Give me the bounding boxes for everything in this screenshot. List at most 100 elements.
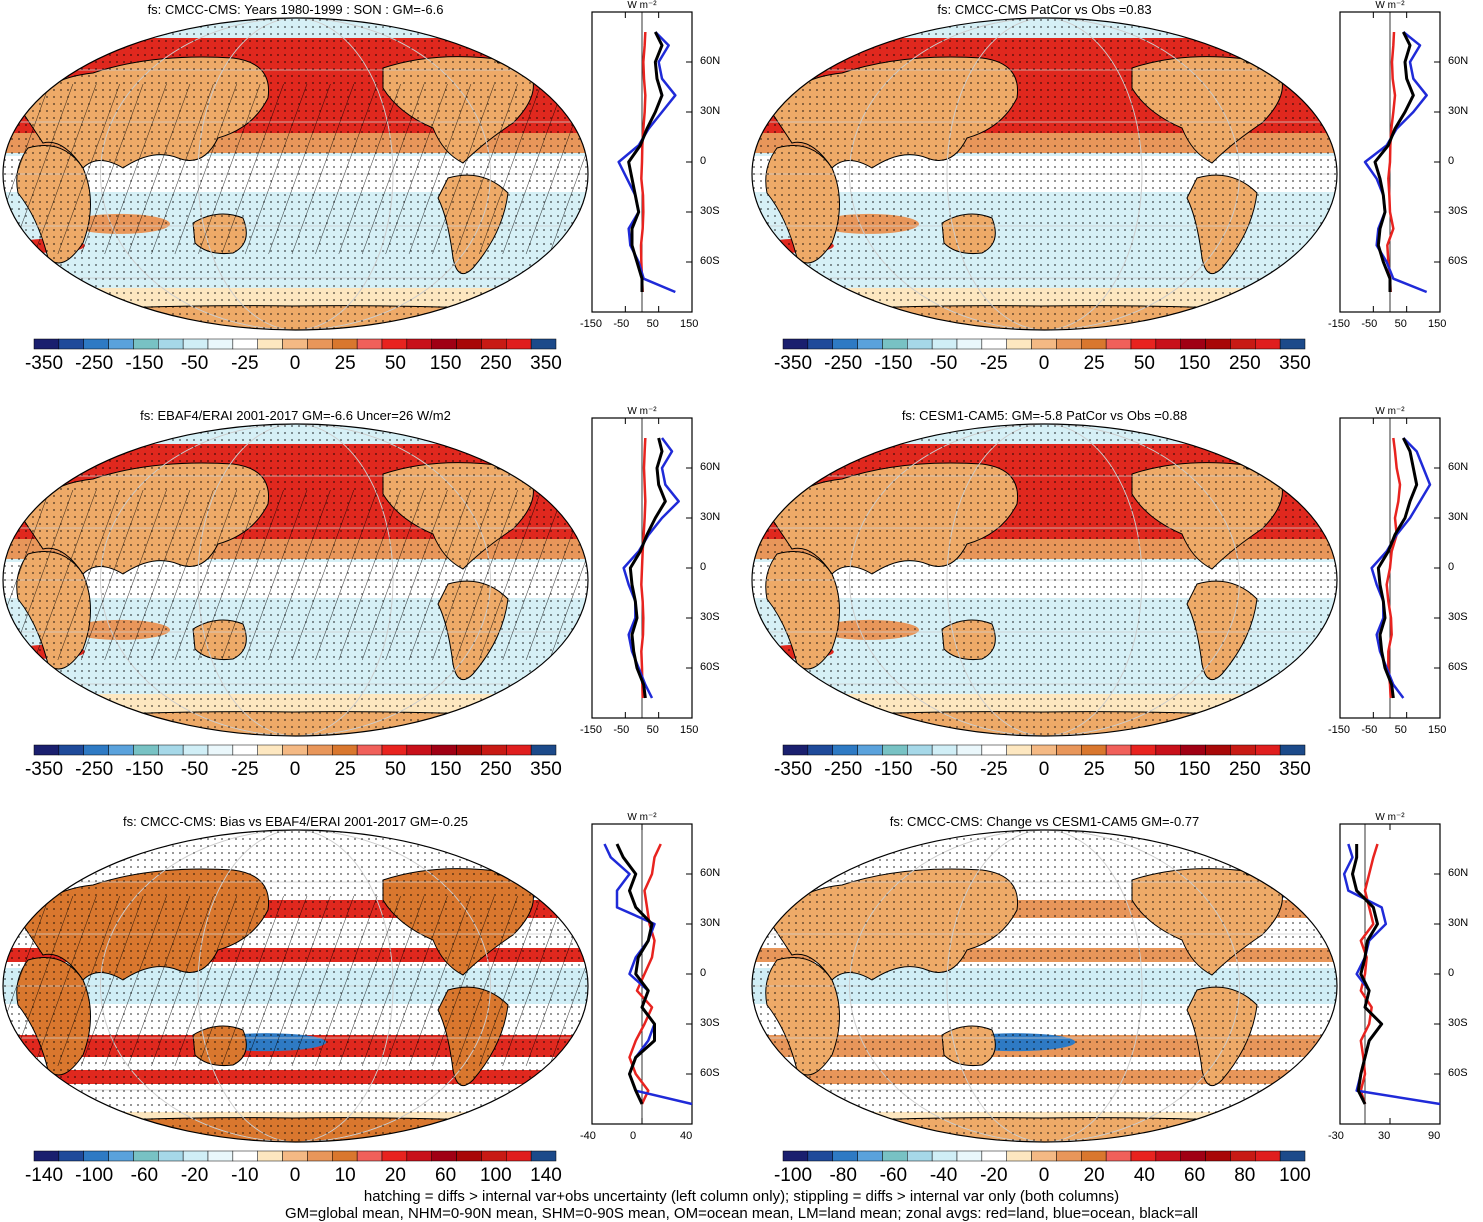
colorbar-swatch (1230, 1150, 1256, 1162)
zonal-average-plot (1339, 11, 1441, 313)
zonal-lat-label: 30S (700, 1017, 720, 1029)
zonal-lat-label: 0 (1448, 561, 1455, 573)
colorbar-label: 0 (289, 1165, 301, 1186)
colorbar-swatch (1130, 1150, 1157, 1162)
colorbar-swatch (257, 1150, 283, 1162)
colorbar-swatch (1230, 338, 1256, 350)
colorbar-label: -350 (24, 353, 64, 374)
zonal-line-land (640, 437, 647, 699)
colorbar-label: 0 (1038, 1165, 1050, 1186)
zonal-lat-label: 60N (700, 55, 721, 67)
zonal-lat-label: 60N (1448, 55, 1469, 67)
colorbar-label: 40 (1133, 1165, 1155, 1186)
colorbar-swatch (83, 338, 109, 350)
colorbar-swatch (431, 338, 457, 350)
zonal-line-land (639, 31, 647, 293)
colorbar-swatch (1031, 744, 1057, 756)
colorbar-label: 10 (334, 1165, 356, 1186)
colorbar-swatch (857, 338, 883, 350)
panel-title: fs: CESM1-CAM5: GM=-5.8 PatCor vs Obs =0… (901, 408, 1188, 423)
colorbar-label: 25 (334, 759, 356, 780)
colorbar-swatch (456, 744, 482, 756)
colorbar-label: -250 (75, 759, 114, 780)
colorbar-label: -150 (125, 759, 164, 780)
zonal-x-tick-label: 40 (680, 1130, 693, 1142)
colorbar-swatch (158, 744, 184, 756)
colorbar-swatch (530, 744, 557, 756)
zonal-x-tick-label: -30 (1328, 1130, 1344, 1142)
colorbar-swatch (83, 744, 109, 756)
zonal-line-all (627, 31, 664, 292)
colorbar-swatch (907, 744, 933, 756)
zonal-line-all (1373, 31, 1415, 292)
colorbar-swatch (1255, 744, 1281, 756)
zonal-lat-label: 60N (1448, 461, 1469, 473)
colorbar-swatch (108, 1150, 134, 1162)
map-border (751, 829, 1338, 1143)
map-plot (2, 17, 589, 331)
colorbar-swatch (232, 1150, 258, 1162)
colorbar-swatch (232, 338, 258, 350)
colorbar-swatch (381, 744, 408, 756)
colorbar-label: -40 (929, 1165, 958, 1186)
colorbar-swatch (1279, 1150, 1306, 1162)
map-border (2, 17, 589, 331)
colorbar-swatch (108, 338, 134, 350)
colorbar-swatch (381, 338, 408, 350)
colorbar-swatch (981, 744, 1007, 756)
zonal-line-land (1385, 437, 1402, 699)
zonal-lat-label: 60S (1448, 1067, 1468, 1079)
colorbar-swatch (456, 1150, 482, 1162)
colorbar-label: -20 (980, 1165, 1008, 1186)
colorbar-swatch (207, 744, 234, 756)
zonal-lat-label: 30N (700, 917, 721, 929)
zonal-lat-label: 60N (700, 461, 721, 473)
colorbar-label: 140 (530, 1165, 562, 1186)
colorbar-label: 25 (1083, 353, 1105, 374)
zonal-average-plot (591, 11, 693, 313)
colorbar-swatch (1205, 744, 1231, 756)
colorbar-swatch (207, 338, 234, 350)
footer-line-2: GM=global mean, NHM=0-90N mean, SHM=0-90… (284, 1205, 1198, 1222)
colorbar-swatch (182, 744, 209, 756)
zonal-x-tick-label: 50 (646, 318, 659, 330)
zonal-units-label: W m⁻² (1375, 406, 1405, 417)
colorbar-swatch (530, 338, 557, 350)
zonal-lat-label: 0 (700, 155, 707, 167)
colorbar-swatch (1205, 338, 1231, 350)
colorbar-swatch (1130, 744, 1157, 756)
colorbar-swatch (832, 1150, 858, 1162)
colorbar-label: -350 (24, 759, 64, 780)
colorbar-label: 350 (1279, 759, 1311, 780)
colorbar-swatch (981, 1150, 1007, 1162)
colorbar-swatch (356, 338, 383, 350)
colorbar-label: 100 (479, 1165, 512, 1186)
zonal-lat-label: 30S (700, 611, 720, 623)
zonal-x-tick-label: 0 (630, 1130, 637, 1142)
colorbar-label: -50 (929, 759, 958, 780)
zonal-lat-label: 60S (700, 1067, 720, 1079)
colorbar-label: -20 (180, 1165, 209, 1186)
colorbar (33, 1150, 557, 1162)
colorbar-label: 50 (1133, 759, 1155, 780)
zonal-lat-label: 0 (1448, 155, 1455, 167)
colorbar-swatch (282, 1150, 308, 1162)
zonal-x-tick-label: 90 (1428, 1130, 1441, 1142)
colorbar-label: 350 (530, 353, 562, 374)
colorbar-swatch (282, 338, 308, 350)
colorbar-swatch (506, 1150, 532, 1162)
colorbar-label: 80 (1234, 1165, 1256, 1186)
colorbar-swatch (481, 1150, 507, 1162)
zonal-x-tick-label: -150 (580, 724, 603, 736)
colorbar-swatch (158, 338, 184, 350)
colorbar-label: 25 (334, 353, 356, 374)
map-plot (2, 829, 589, 1143)
colorbar-label: -50 (180, 353, 209, 374)
zonal-x-tick-label: -40 (580, 1130, 596, 1142)
zonal-lat-label: 30N (700, 511, 721, 523)
colorbar-label: 25 (1083, 759, 1105, 780)
colorbar-swatch (332, 338, 358, 350)
colorbar-swatch (33, 338, 60, 350)
colorbar-swatch (1180, 338, 1206, 350)
zonal-lat-label: 30N (700, 105, 721, 117)
